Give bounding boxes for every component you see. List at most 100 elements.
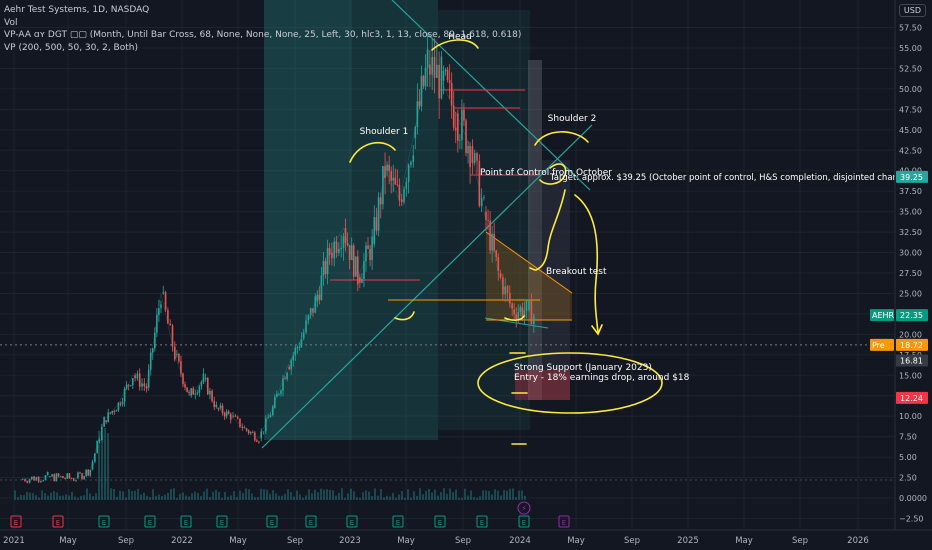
candle-body xyxy=(85,469,87,477)
candle-body xyxy=(361,278,363,283)
candle-body xyxy=(145,386,148,389)
volume-bar xyxy=(86,488,88,500)
volume-bar xyxy=(332,490,334,500)
vp-indicator-label[interactable]: VP (200, 500, 50, 30, 2, Both) xyxy=(4,42,138,53)
candle-body xyxy=(499,273,502,278)
y-tick-label: −2.50 xyxy=(899,514,924,523)
vp-aa-indicator-label[interactable]: VP-AA ɑʏ DGT ▢▢ (Month, Until Bar Cross,… xyxy=(4,30,522,40)
volume-bar xyxy=(302,497,304,500)
earnings-marker-label: E xyxy=(270,519,274,527)
candle-body xyxy=(418,101,421,107)
earnings-marker-label: E xyxy=(14,519,18,527)
volume-bar xyxy=(287,489,289,500)
candle-body xyxy=(260,431,263,439)
candle-body xyxy=(44,475,47,481)
chart-legend: Aehr Test Systems, 1D, NASDAQ Vol VP-AA … xyxy=(4,4,521,54)
candle-body xyxy=(450,82,453,106)
candle-body xyxy=(219,405,222,409)
candle-body xyxy=(57,473,60,477)
currency-button[interactable]: USD xyxy=(898,4,926,17)
volume-bar xyxy=(278,495,280,500)
volume-bar xyxy=(35,495,37,500)
volume-bar xyxy=(272,490,274,500)
x-tick-label: Sep xyxy=(287,536,303,546)
candle-body xyxy=(359,277,361,283)
candle-body xyxy=(386,164,388,171)
volume-bar xyxy=(476,497,478,500)
candle-body xyxy=(271,406,274,415)
candle-body xyxy=(117,402,120,411)
volume-bar xyxy=(53,491,55,500)
volume-bar xyxy=(359,497,361,500)
y-tick-label: 2.50 xyxy=(899,474,917,483)
head-label: Head xyxy=(448,32,472,42)
volume-bar xyxy=(521,490,523,500)
earnings-marker xyxy=(558,515,570,528)
volume-bar xyxy=(428,488,430,500)
volume-bar xyxy=(44,493,46,500)
y-tick-label: 0.0000 xyxy=(899,494,927,503)
volume-bar xyxy=(353,491,355,500)
volume-bar xyxy=(308,489,310,500)
volume-indicator-label[interactable]: Vol xyxy=(4,17,18,28)
candle-body xyxy=(495,250,498,258)
candle-body xyxy=(398,184,401,201)
x-tick-label: 2024 xyxy=(509,536,531,546)
candle-body xyxy=(448,80,451,83)
volume-bar xyxy=(107,433,109,500)
candle-body xyxy=(480,197,483,206)
event-icon xyxy=(517,501,531,515)
candle-body xyxy=(471,146,474,163)
volume-bar xyxy=(80,495,82,500)
volume-bar xyxy=(29,492,31,500)
candle-body xyxy=(487,220,489,221)
candle-body xyxy=(350,245,353,260)
volume-bar xyxy=(446,493,448,500)
price-label-box xyxy=(896,391,928,404)
candle-body xyxy=(100,426,103,441)
candle-body xyxy=(143,383,146,387)
volume-bar xyxy=(506,490,508,500)
candle-body xyxy=(160,304,162,309)
candle-body xyxy=(296,347,299,349)
volume-bar xyxy=(197,492,199,500)
candle-body xyxy=(396,184,399,186)
candle-body xyxy=(24,479,26,482)
candle-body xyxy=(422,76,425,87)
volume-bar xyxy=(26,491,28,500)
candle-body xyxy=(497,257,500,271)
volume-bar xyxy=(92,496,94,500)
volume-bar xyxy=(449,488,451,500)
y-tick-label: 5.00 xyxy=(899,453,917,462)
volume-bar xyxy=(431,492,433,500)
earnings-marker xyxy=(216,515,228,528)
volume-bar xyxy=(113,488,115,500)
volume-bar xyxy=(485,490,487,500)
candle-body xyxy=(528,300,530,310)
volume-bar xyxy=(386,495,388,500)
candle-body xyxy=(31,476,33,480)
volume-bar xyxy=(263,489,265,500)
volume-bar xyxy=(266,489,268,500)
volume-bar xyxy=(473,496,475,500)
earnings-marker xyxy=(305,515,317,528)
candle-body xyxy=(42,480,44,482)
candle-body xyxy=(51,474,53,477)
volume-bar xyxy=(200,496,202,500)
candle-body xyxy=(26,481,29,483)
candle-body xyxy=(314,296,317,313)
candle-body xyxy=(394,177,397,185)
volume-bar xyxy=(209,497,211,500)
volume-bar xyxy=(404,497,406,500)
volume-bar xyxy=(482,490,484,500)
volume-bar xyxy=(350,488,352,500)
candle-body xyxy=(326,247,329,275)
candle-body xyxy=(109,412,112,414)
volume-bar xyxy=(164,494,166,500)
volume-bar xyxy=(410,497,412,500)
volume-bar xyxy=(104,428,106,500)
x-tick-label: May xyxy=(567,536,585,546)
volume-bar xyxy=(233,491,235,500)
